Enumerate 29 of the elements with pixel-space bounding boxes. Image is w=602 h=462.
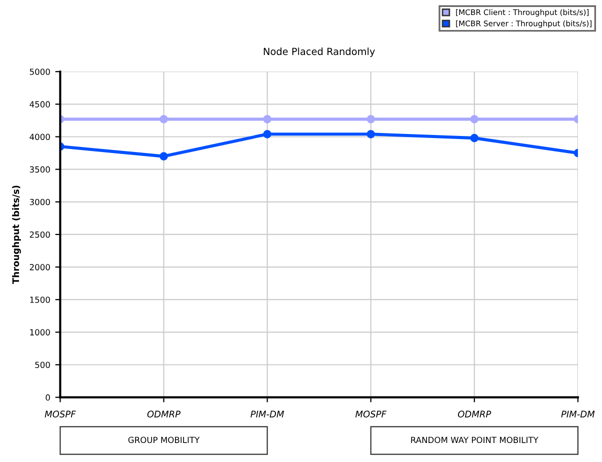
y-tick-label: 3000 xyxy=(30,198,50,206)
y-tick-label: 0 xyxy=(46,394,50,401)
chart-title: Node Placed Randomly xyxy=(264,48,375,57)
y-tick-label: 2000 xyxy=(30,264,50,270)
y-tick-label: 2500 xyxy=(30,231,50,238)
y-tick-label: 4500 xyxy=(30,101,50,108)
point xyxy=(160,114,168,124)
text: RANDOM WAY POINT MOBILITY xyxy=(411,436,538,444)
x-tick-label: MOSPF xyxy=(355,410,387,418)
point xyxy=(470,114,479,124)
y-tick-label: 500 xyxy=(35,362,50,368)
point xyxy=(366,130,375,138)
y-tick-label: 4000 xyxy=(30,134,50,140)
x-tick-label: PIM-DM xyxy=(561,410,595,418)
y-tick-label: 1500 xyxy=(30,296,50,303)
y-tick-label: 1000 xyxy=(30,329,50,336)
x-tick-label: MOSPF xyxy=(44,410,76,418)
text: GROUP MOBILITY xyxy=(128,436,200,444)
x-tick-label: PIM-DM xyxy=(250,410,284,418)
y-tick-label: 3500 xyxy=(30,166,50,173)
point xyxy=(366,114,375,124)
point xyxy=(263,130,272,138)
y-tick-label: 5000 xyxy=(30,68,50,75)
point xyxy=(160,152,168,160)
x-tick-label: ODMRP xyxy=(458,410,492,418)
y-axis-title: Throughput (bits/s) xyxy=(12,186,21,284)
point xyxy=(263,114,272,124)
x-tick-label: ODMRP xyxy=(147,410,181,418)
point xyxy=(470,134,479,142)
